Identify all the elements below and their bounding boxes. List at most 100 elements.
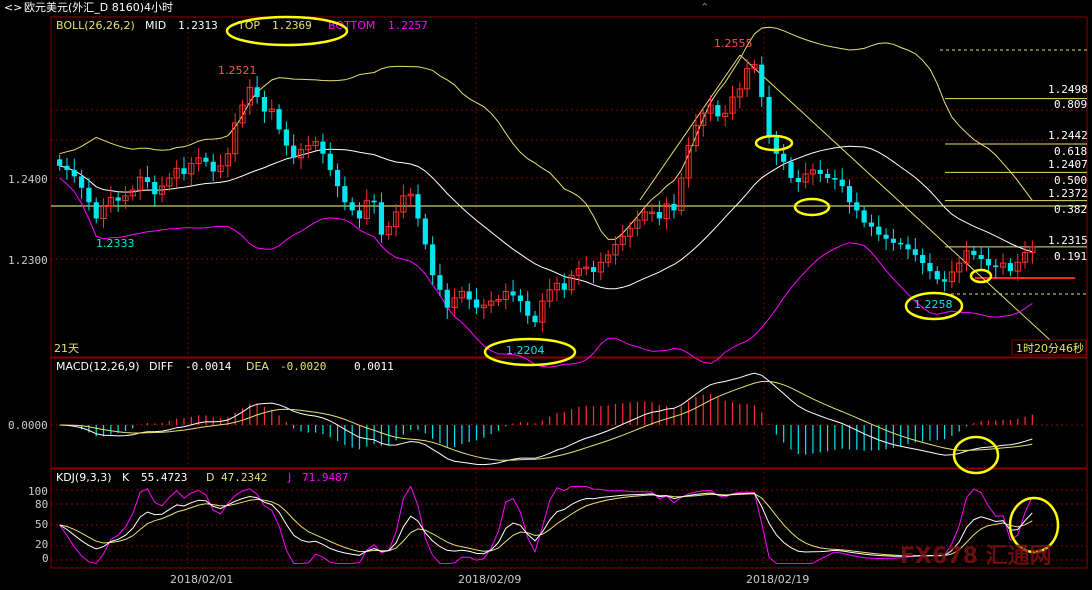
candle-body-80 [641,211,648,221]
candle-body-75 [605,254,612,263]
candle-body-107 [839,179,845,187]
candle-body-102 [802,173,809,183]
grid [51,17,1087,568]
date-tick-2: 2018/02/09 [458,573,521,586]
candle-body-72 [583,266,590,270]
candle-body-113 [883,234,889,239]
candle-body-36 [320,141,326,154]
candle-body-85 [678,177,685,211]
candle-body-88 [700,112,707,126]
fibonacci-levels [51,49,1087,341]
candle-body-100 [788,161,794,178]
candle-body-131 [1014,261,1021,272]
candle-body-133 [1029,246,1036,254]
candle-body-5 [93,202,99,219]
candle-body-57 [473,299,480,308]
fib-ratio-3: 0.500 [1054,174,1087,187]
fib-ratio-2: 0.618 [1054,145,1087,158]
date-tick-3: 2018/02/19 [746,573,809,586]
candle-body-45 [385,226,392,236]
candle-body-40 [349,202,355,211]
label-high1: 1.2521 [218,64,257,77]
fib-ratio-4: 0.382 [1054,203,1087,216]
candle-body-112 [876,226,882,235]
candle-body-7 [107,196,114,207]
candle-body-56 [466,291,472,300]
candle-body-115 [898,242,904,245]
kdj-series [59,485,1033,565]
boll-bottom-label: BOTTOM [328,19,375,32]
kdj-d-line [59,493,1033,557]
kdj-j-line [59,485,1033,565]
candle-body-2 [71,169,77,177]
candle-body-103 [809,169,817,175]
candle-body-38 [334,169,341,187]
candle-body-20 [203,157,209,162]
candle-body-127 [985,259,992,266]
highlight-618-ellipse [754,134,794,152]
candle-body-128 [993,265,999,268]
candle-body-66 [539,300,546,323]
candle-body-27 [254,87,260,97]
candle-body-110 [861,210,867,223]
candle-body-52 [437,275,443,290]
boll-mid-value: 1.2313 [178,19,218,32]
candle-body-30 [276,109,282,130]
candle-body-116 [905,244,911,250]
price-tick-2: 1.2300 [8,254,48,267]
candle-body-92 [729,96,736,114]
candle-body-78 [627,227,634,237]
candle-body-15 [166,177,173,187]
candle-body-63 [517,295,524,302]
candle-body-73 [590,267,597,272]
kdj-j-label: J [287,471,291,484]
boll-bottom-line [59,177,1033,368]
cursor-marker: ⌃ [700,1,709,14]
label-high2: 1.2555 [714,37,753,50]
boll-mid-line [59,145,1033,290]
candle-body-93 [736,88,743,98]
candle-body-0 [57,159,63,166]
candle-body-124 [963,250,970,264]
candle-body-89 [707,104,714,114]
candle-body-16 [173,167,180,179]
candle-body-41 [356,210,363,219]
candle-body-79 [634,219,641,229]
macd-diff-line [59,372,1033,466]
trend-line-up [639,54,741,201]
candle-body-49 [415,194,421,219]
macd-value: 0.0011 [354,360,394,373]
candle-body-132 [1021,252,1029,263]
candle-body-83 [663,203,670,219]
candle-body-96 [759,64,765,97]
candle-body-81 [648,211,656,215]
candle-body-61 [502,290,509,300]
candle-body-25 [239,104,246,124]
label-low2: 1.2204 [506,344,545,357]
macd-dea-label: DEA [246,360,269,373]
candle-body-119 [927,263,933,272]
candle-body-18 [188,162,195,175]
window-title: 欧元美元(外汇_D 8160)4小时 [24,1,173,14]
candle-body-8 [115,197,121,201]
candle-body-51 [430,244,436,276]
candle-body-111 [868,222,875,227]
fib-price-2: 1.2442 [1048,129,1088,142]
highlight-recent-ellipse [969,268,993,284]
kdj-k-label: K [122,471,130,484]
candle-body-101 [795,178,801,183]
candle-body-17 [181,168,187,174]
candle-body-97 [766,97,772,138]
highlight-low2-ellipse [483,337,577,367]
boll-top-line [59,26,1033,240]
highlight-382-ellipse [793,197,831,217]
candle-body-64 [525,301,531,316]
candle-body-10 [129,189,136,197]
candle-body-123 [956,262,963,273]
candle-body-54 [451,297,458,309]
candle-body-28 [261,97,268,112]
candle-body-117 [912,249,918,255]
fib-ratio-1: 0.809 [1054,98,1087,111]
candle-body-47 [400,195,407,213]
